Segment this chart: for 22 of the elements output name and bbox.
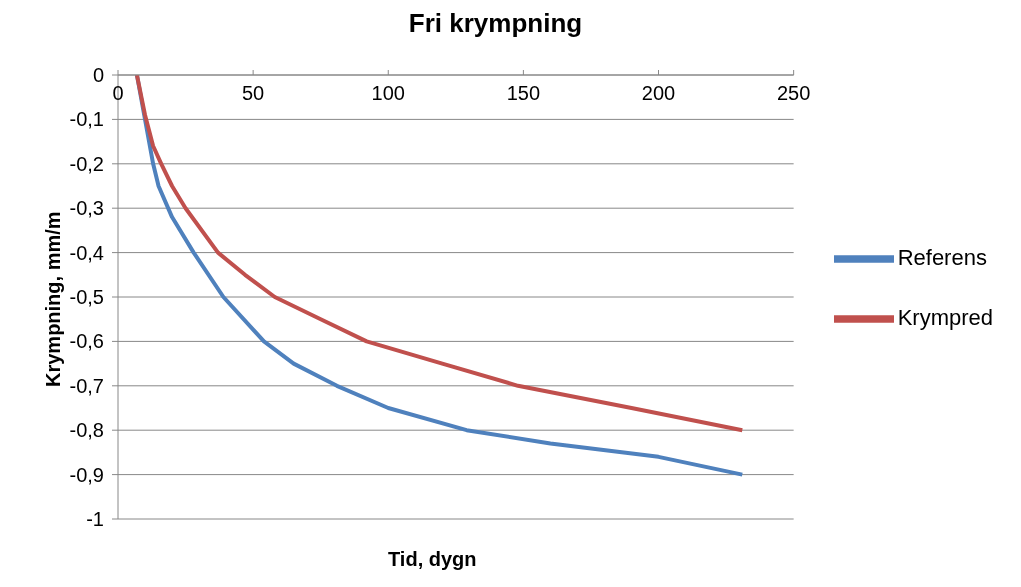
x-tick-label: 150	[506, 82, 541, 104]
chart-title: Fri krympning	[407, 8, 584, 39]
y-tick-label: -0,2	[69, 152, 104, 175]
legend-label: Referens	[897, 244, 987, 270]
x-axis-title: Tid, dygn	[388, 548, 477, 571]
y-tick-label: -0,6	[69, 330, 104, 353]
x-tick-label: 250	[776, 82, 811, 104]
y-tick-label: -0,3	[69, 197, 104, 220]
y-tick-label: -0,5	[69, 286, 104, 308]
y-tick-label: 0	[92, 64, 104, 86]
x-tick-label: 50	[242, 82, 265, 104]
legend-label: Krympred	[897, 304, 993, 330]
y-tick-label: -0,1	[69, 108, 104, 131]
x-tick-label: 0	[112, 82, 124, 104]
y-axis-title: Krympning, mm/m	[42, 211, 65, 387]
y-tick-label: -0,9	[69, 463, 104, 486]
y-tick-label: -1	[86, 508, 104, 530]
y-tick-label: -0,7	[69, 374, 104, 397]
y-tick-label: -0,4	[69, 241, 104, 264]
y-tick-label: -0,8	[69, 419, 104, 442]
x-tick-label: 200	[641, 82, 676, 104]
x-tick-label: 100	[371, 82, 405, 104]
